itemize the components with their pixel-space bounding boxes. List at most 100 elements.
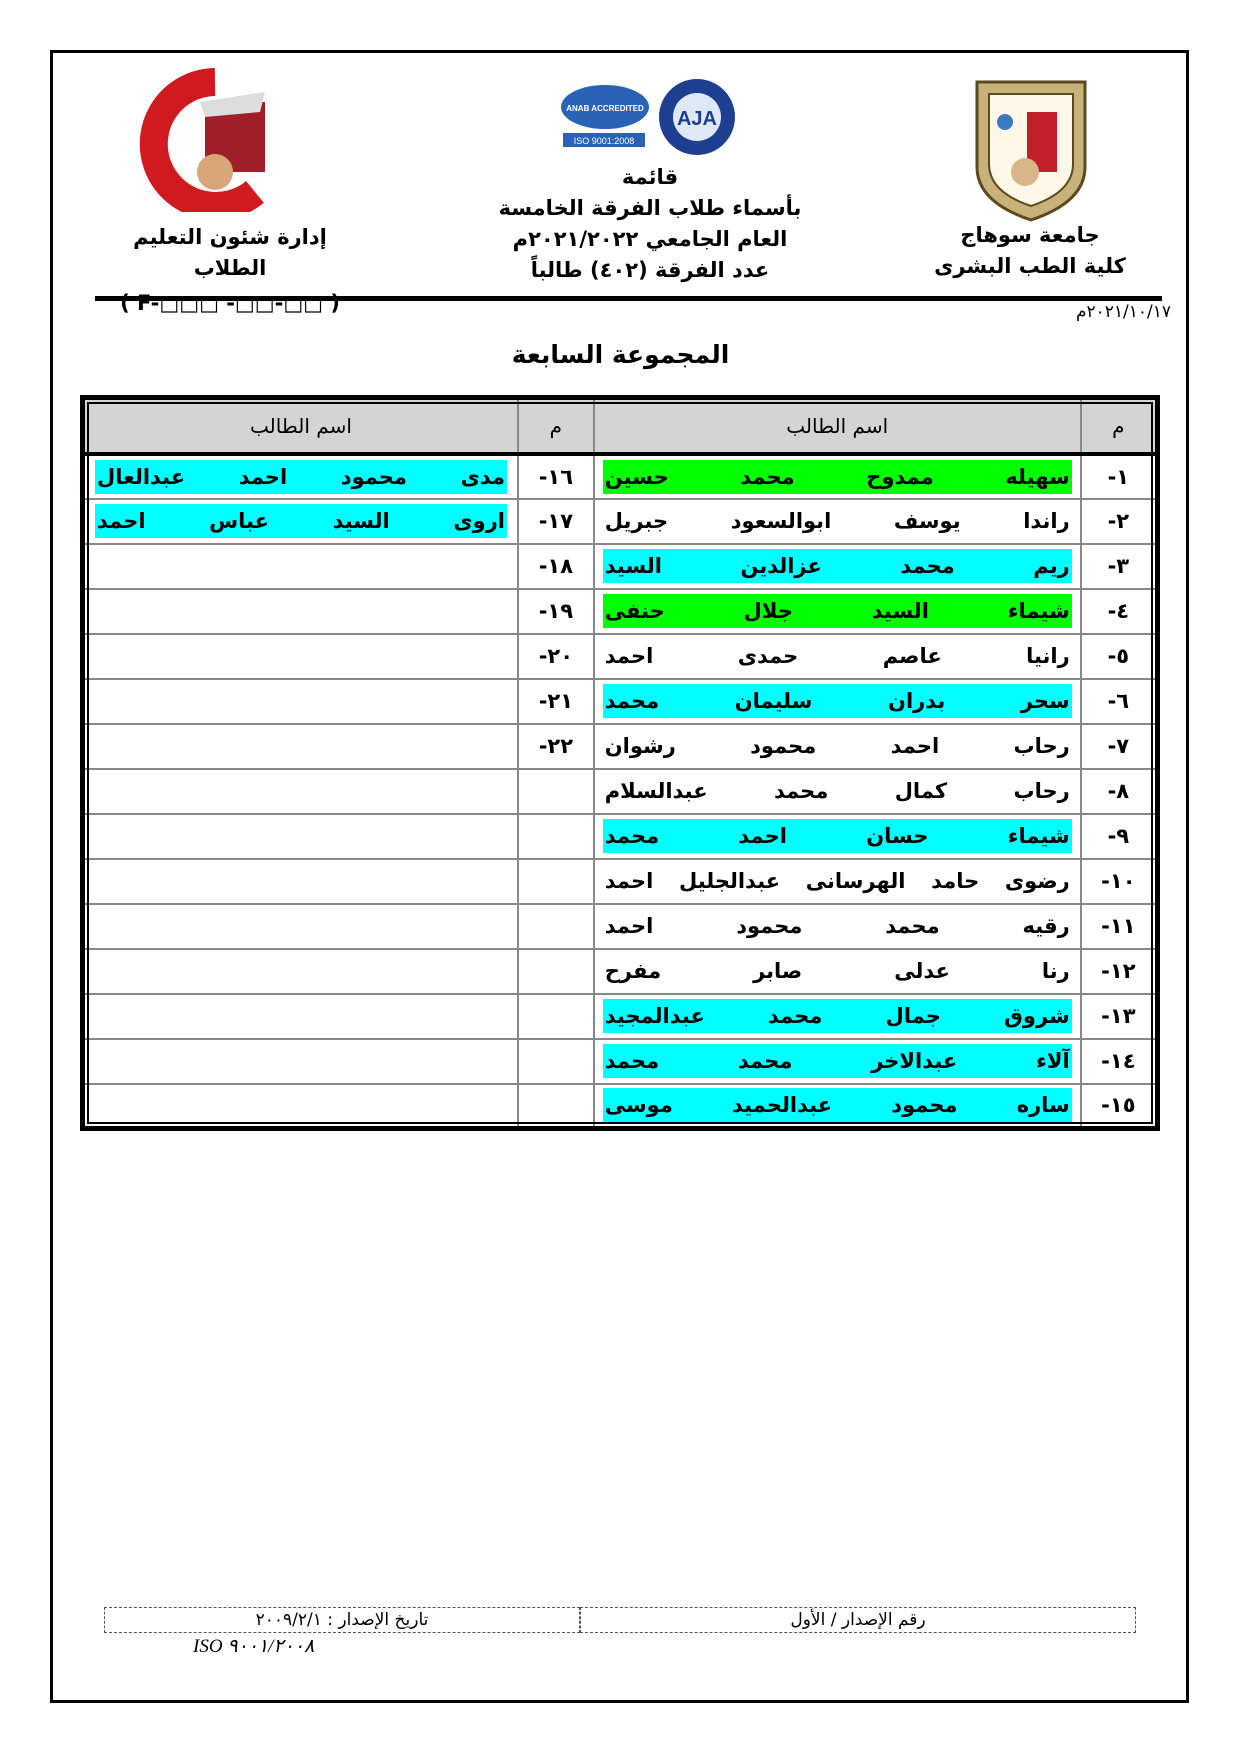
- row-number: ٧-: [1079, 722, 1159, 770]
- student-name: [81, 1082, 519, 1130]
- document-date: ٢٠٢١/١٠/١٧م: [1075, 302, 1171, 322]
- student-name: شيماء حسان احمد محمد: [592, 812, 1082, 860]
- table-row: ١٤- آلاء عبدالاخر محمد محمد: [81, 1037, 1159, 1085]
- student-name: شيماء السيد جلال حنفى: [592, 587, 1082, 635]
- row-number-text: ١٦-: [538, 464, 574, 489]
- header-divider: [95, 296, 1162, 301]
- row-number: ٢٠-: [516, 632, 595, 680]
- row-number-text: ١-: [1107, 464, 1130, 489]
- row-number: [516, 767, 595, 815]
- university-name: جامعة سوهاج: [960, 223, 1100, 247]
- row-number: ٥-: [1079, 632, 1159, 680]
- student-name: سحر بدران سليمان محمد: [592, 677, 1082, 725]
- student-name: آلاء عبدالاخر محمد محمد: [592, 1037, 1082, 1085]
- page-frame: [50, 50, 1189, 1703]
- student-name: ساره محمود عبدالحميد موسى: [592, 1082, 1082, 1130]
- row-number-text: ٩-: [1107, 824, 1130, 848]
- table-row: ٢- راندا يوسف ابوالسعود جبريل ١٧- اروى السي…: [81, 497, 1159, 545]
- student-name: [81, 992, 519, 1040]
- student-name: [81, 677, 519, 725]
- row-number-text: ٨-: [1107, 779, 1130, 803]
- anab-logo-badge: [561, 85, 649, 129]
- student-name: رحاب احمد محمود رشوان: [592, 722, 1082, 770]
- student-name: شروق جمال محمد عبدالمجيد: [592, 992, 1082, 1040]
- row-number: ١-: [1079, 452, 1159, 500]
- form-code: ( F-□□□ -□□-□□ ): [120, 291, 340, 315]
- row-number-text: ١٥-: [1101, 1093, 1136, 1118]
- student-name-text: ساره محمود عبدالحميد موسى: [602, 1088, 1072, 1123]
- student-name-text: رنا عدلى صابر مفرح: [604, 959, 1070, 983]
- row-number: [516, 812, 595, 860]
- issue-date: تاريخ الإصدار : ٢٠٠٩/٢/١: [255, 1610, 429, 1630]
- row-number-text: ١٤-: [1101, 1049, 1136, 1073]
- student-name: [81, 767, 519, 815]
- row-number: ١٢-: [1079, 947, 1159, 995]
- table-row: ١٣- شروق جمال محمد عبدالمجيد: [81, 992, 1159, 1040]
- col-header-name: اسم الطالب: [81, 396, 519, 456]
- iso-standard: ISO ٩٠٠١/٢٠٠٨: [193, 1636, 315, 1657]
- row-number: ١١-: [1079, 902, 1159, 950]
- student-name: [81, 722, 519, 770]
- certification-logos: ANAB ACCREDITED ISO 9001:2008 AJA: [561, 79, 735, 155]
- table-row: ٧- رحاب احمد محمود رشوان ٢٢-: [81, 722, 1159, 770]
- student-name: اروى السيد عباس احمد: [81, 497, 519, 545]
- table-header-row: م اسم الطالب م اسم الطالب: [81, 396, 1159, 456]
- row-number: ٤-: [1079, 587, 1159, 635]
- row-number-text: ٢-: [1107, 509, 1130, 533]
- row-number-text: ١٨-: [538, 554, 574, 578]
- row-number-text: ٥-: [1107, 644, 1130, 668]
- student-name: رانيا عاصم حمدى احمد: [592, 632, 1082, 680]
- student-name-text: رقيه محمد محمود احمد: [604, 914, 1070, 938]
- faculty-of-medicine-logo: [139, 68, 265, 212]
- student-name: رنا عدلى صابر مفرح: [592, 947, 1082, 995]
- department-name: إدارة شئون التعليم الطلاب: [133, 225, 327, 280]
- row-number-text: ٧-: [1107, 734, 1130, 758]
- row-number: ١٤-: [1079, 1037, 1159, 1085]
- row-number: [516, 992, 595, 1040]
- group-title: المجموعة السابعة: [511, 340, 730, 369]
- student-name: رحاب كمال محمد عبدالسلام: [592, 767, 1082, 815]
- row-number: ٨-: [1079, 767, 1159, 815]
- table-row: ٣- ريم محمد عزالدين السيد ١٨-: [81, 542, 1159, 590]
- table-row: ١٠- رضوى حامد الهرسانى عبدالجليل احمد: [81, 857, 1159, 905]
- student-name: [81, 947, 519, 995]
- col-header-num: م: [516, 396, 595, 456]
- row-number: ٦-: [1079, 677, 1159, 725]
- row-number-text: ٦-: [1107, 689, 1130, 713]
- table-row: ٨- رحاب كمال محمد عبدالسلام: [81, 767, 1159, 815]
- academic-year: العام الجامعي ٢٠٢١/٢٠٢٢م: [512, 227, 788, 251]
- row-number: ١٨-: [516, 542, 595, 590]
- sohag-university-seal-logo: [975, 80, 1087, 222]
- table-row: ٦- سحر بدران سليمان محمد ٢١-: [81, 677, 1159, 725]
- col-header-name: اسم الطالب: [592, 396, 1082, 456]
- row-number: ٢١-: [516, 677, 595, 725]
- row-number-text: ٣-: [1107, 554, 1130, 578]
- student-name: [81, 1037, 519, 1085]
- list-subtitle: بأسماء طلاب الفرقة الخامسة: [498, 196, 802, 220]
- student-name-text: مدى محمود احمد عبدالعال: [95, 459, 507, 494]
- footer-issue-number: رقم الإصدار / الأول: [580, 1607, 1136, 1633]
- row-number: ١٩-: [516, 587, 595, 635]
- row-number: ١٧-: [516, 497, 595, 545]
- student-name-text: سحر بدران سليمان محمد: [602, 684, 1072, 718]
- class-count: عدد الفرقة (٤٠٢) طالباً: [530, 258, 770, 282]
- table-row: ١٥- ساره محمود عبدالحميد موسى: [81, 1082, 1159, 1130]
- iso-logo-text: ISO 9001:2008: [574, 136, 635, 146]
- faculty-name: كلية الطب البشرى: [934, 254, 1126, 278]
- row-number-text: ٢١-: [538, 689, 574, 713]
- row-number-text: ٤-: [1107, 599, 1130, 623]
- student-name: رقيه محمد محمود احمد: [592, 902, 1082, 950]
- row-number-text: ١٧-: [538, 509, 574, 533]
- student-name-text: رانيا عاصم حمدى احمد: [604, 644, 1070, 668]
- row-number-text: ٢٠-: [538, 644, 574, 668]
- row-number: ١٠-: [1079, 857, 1159, 905]
- aja-logo-text: AJA: [677, 108, 717, 130]
- row-number: ٢٢-: [516, 722, 595, 770]
- student-name-text: راندا يوسف ابوالسعود جبريل: [604, 509, 1070, 533]
- student-name: رضوى حامد الهرسانى عبدالجليل احمد: [592, 857, 1082, 905]
- student-name-text: ريم محمد عزالدين السيد: [602, 549, 1072, 583]
- student-name: [81, 542, 519, 590]
- table-row: ٤- شيماء السيد جلال حنفى ١٩-: [81, 587, 1159, 635]
- student-name-text: رحاب كمال محمد عبدالسلام: [604, 779, 1070, 803]
- row-number: ٣-: [1079, 542, 1159, 590]
